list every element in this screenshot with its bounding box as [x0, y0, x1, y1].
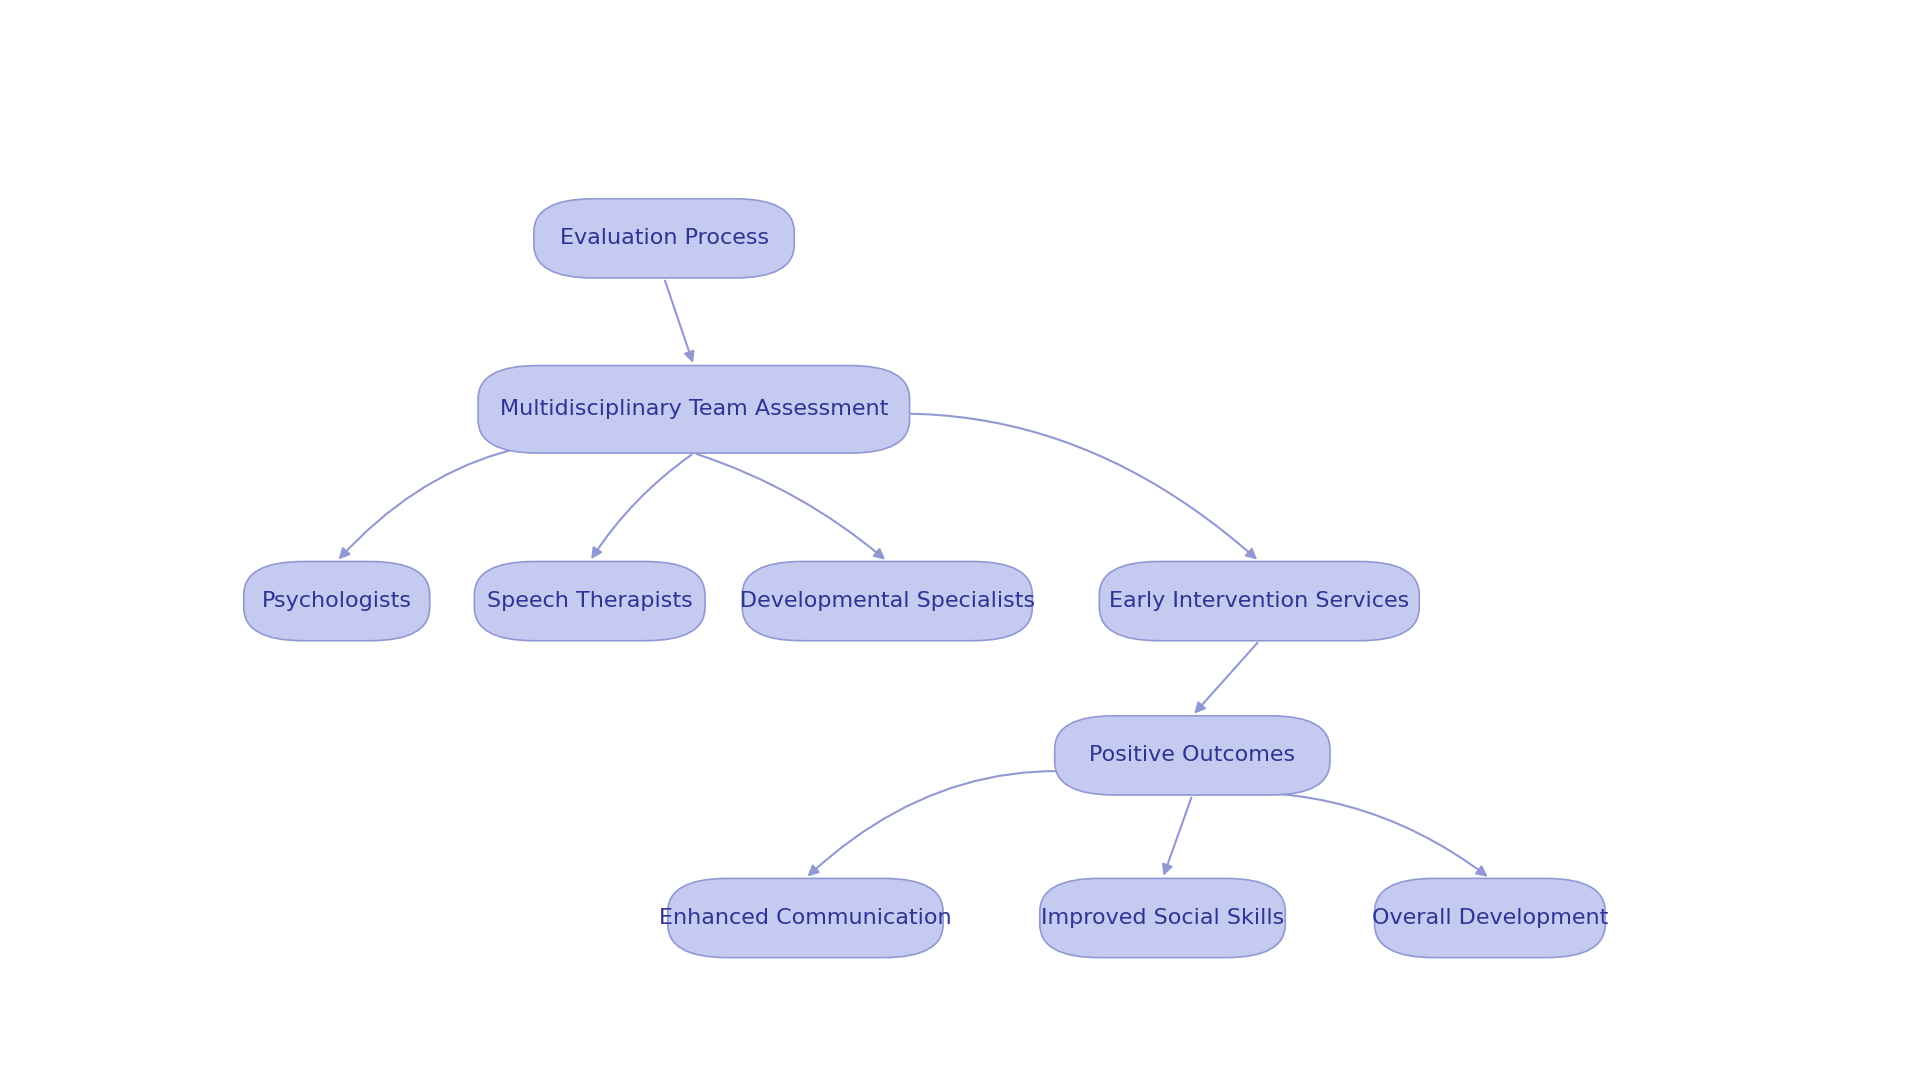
Text: Enhanced Communication: Enhanced Communication [659, 908, 952, 928]
Text: Developmental Specialists: Developmental Specialists [739, 591, 1035, 611]
FancyBboxPatch shape [474, 561, 705, 641]
Text: Evaluation Process: Evaluation Process [559, 229, 768, 248]
FancyBboxPatch shape [668, 878, 943, 957]
FancyBboxPatch shape [1100, 561, 1419, 641]
FancyBboxPatch shape [534, 199, 795, 278]
Text: Speech Therapists: Speech Therapists [488, 591, 693, 611]
FancyBboxPatch shape [1041, 878, 1284, 957]
Text: Early Intervention Services: Early Intervention Services [1110, 591, 1409, 611]
Text: Psychologists: Psychologists [261, 591, 411, 611]
Text: Improved Social Skills: Improved Social Skills [1041, 908, 1284, 928]
Text: Multidisciplinary Team Assessment: Multidisciplinary Team Assessment [499, 400, 889, 419]
Text: Overall Development: Overall Development [1371, 908, 1609, 928]
FancyBboxPatch shape [478, 366, 910, 453]
FancyBboxPatch shape [1375, 878, 1605, 957]
FancyBboxPatch shape [1054, 716, 1331, 795]
FancyBboxPatch shape [244, 561, 430, 641]
Text: Positive Outcomes: Positive Outcomes [1089, 745, 1296, 766]
FancyBboxPatch shape [743, 561, 1033, 641]
